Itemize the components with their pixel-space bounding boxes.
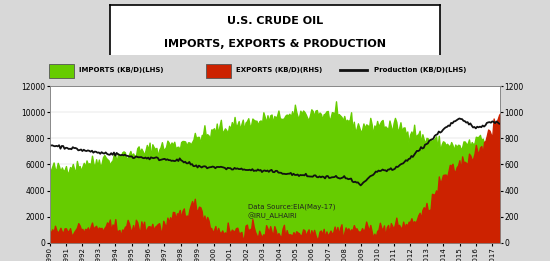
Text: Data Source:EIA(May-17)
@IRU_ALHAIRI: Data Source:EIA(May-17) @IRU_ALHAIRI [248,203,336,220]
Text: Production (KB/D)(LHS): Production (KB/D)(LHS) [375,68,467,73]
Text: EXPORTS (KB/D)(RHS): EXPORTS (KB/D)(RHS) [236,68,322,73]
Text: U.S. CRUDE OIL: U.S. CRUDE OIL [227,16,323,26]
Bar [206,64,231,78]
Text: IMPORTS (KB/D)(LHS): IMPORTS (KB/D)(LHS) [79,68,163,73]
Text: IMPORTS, EXPORTS & PRODUCTION: IMPORTS, EXPORTS & PRODUCTION [164,39,386,49]
Bar [48,64,74,78]
